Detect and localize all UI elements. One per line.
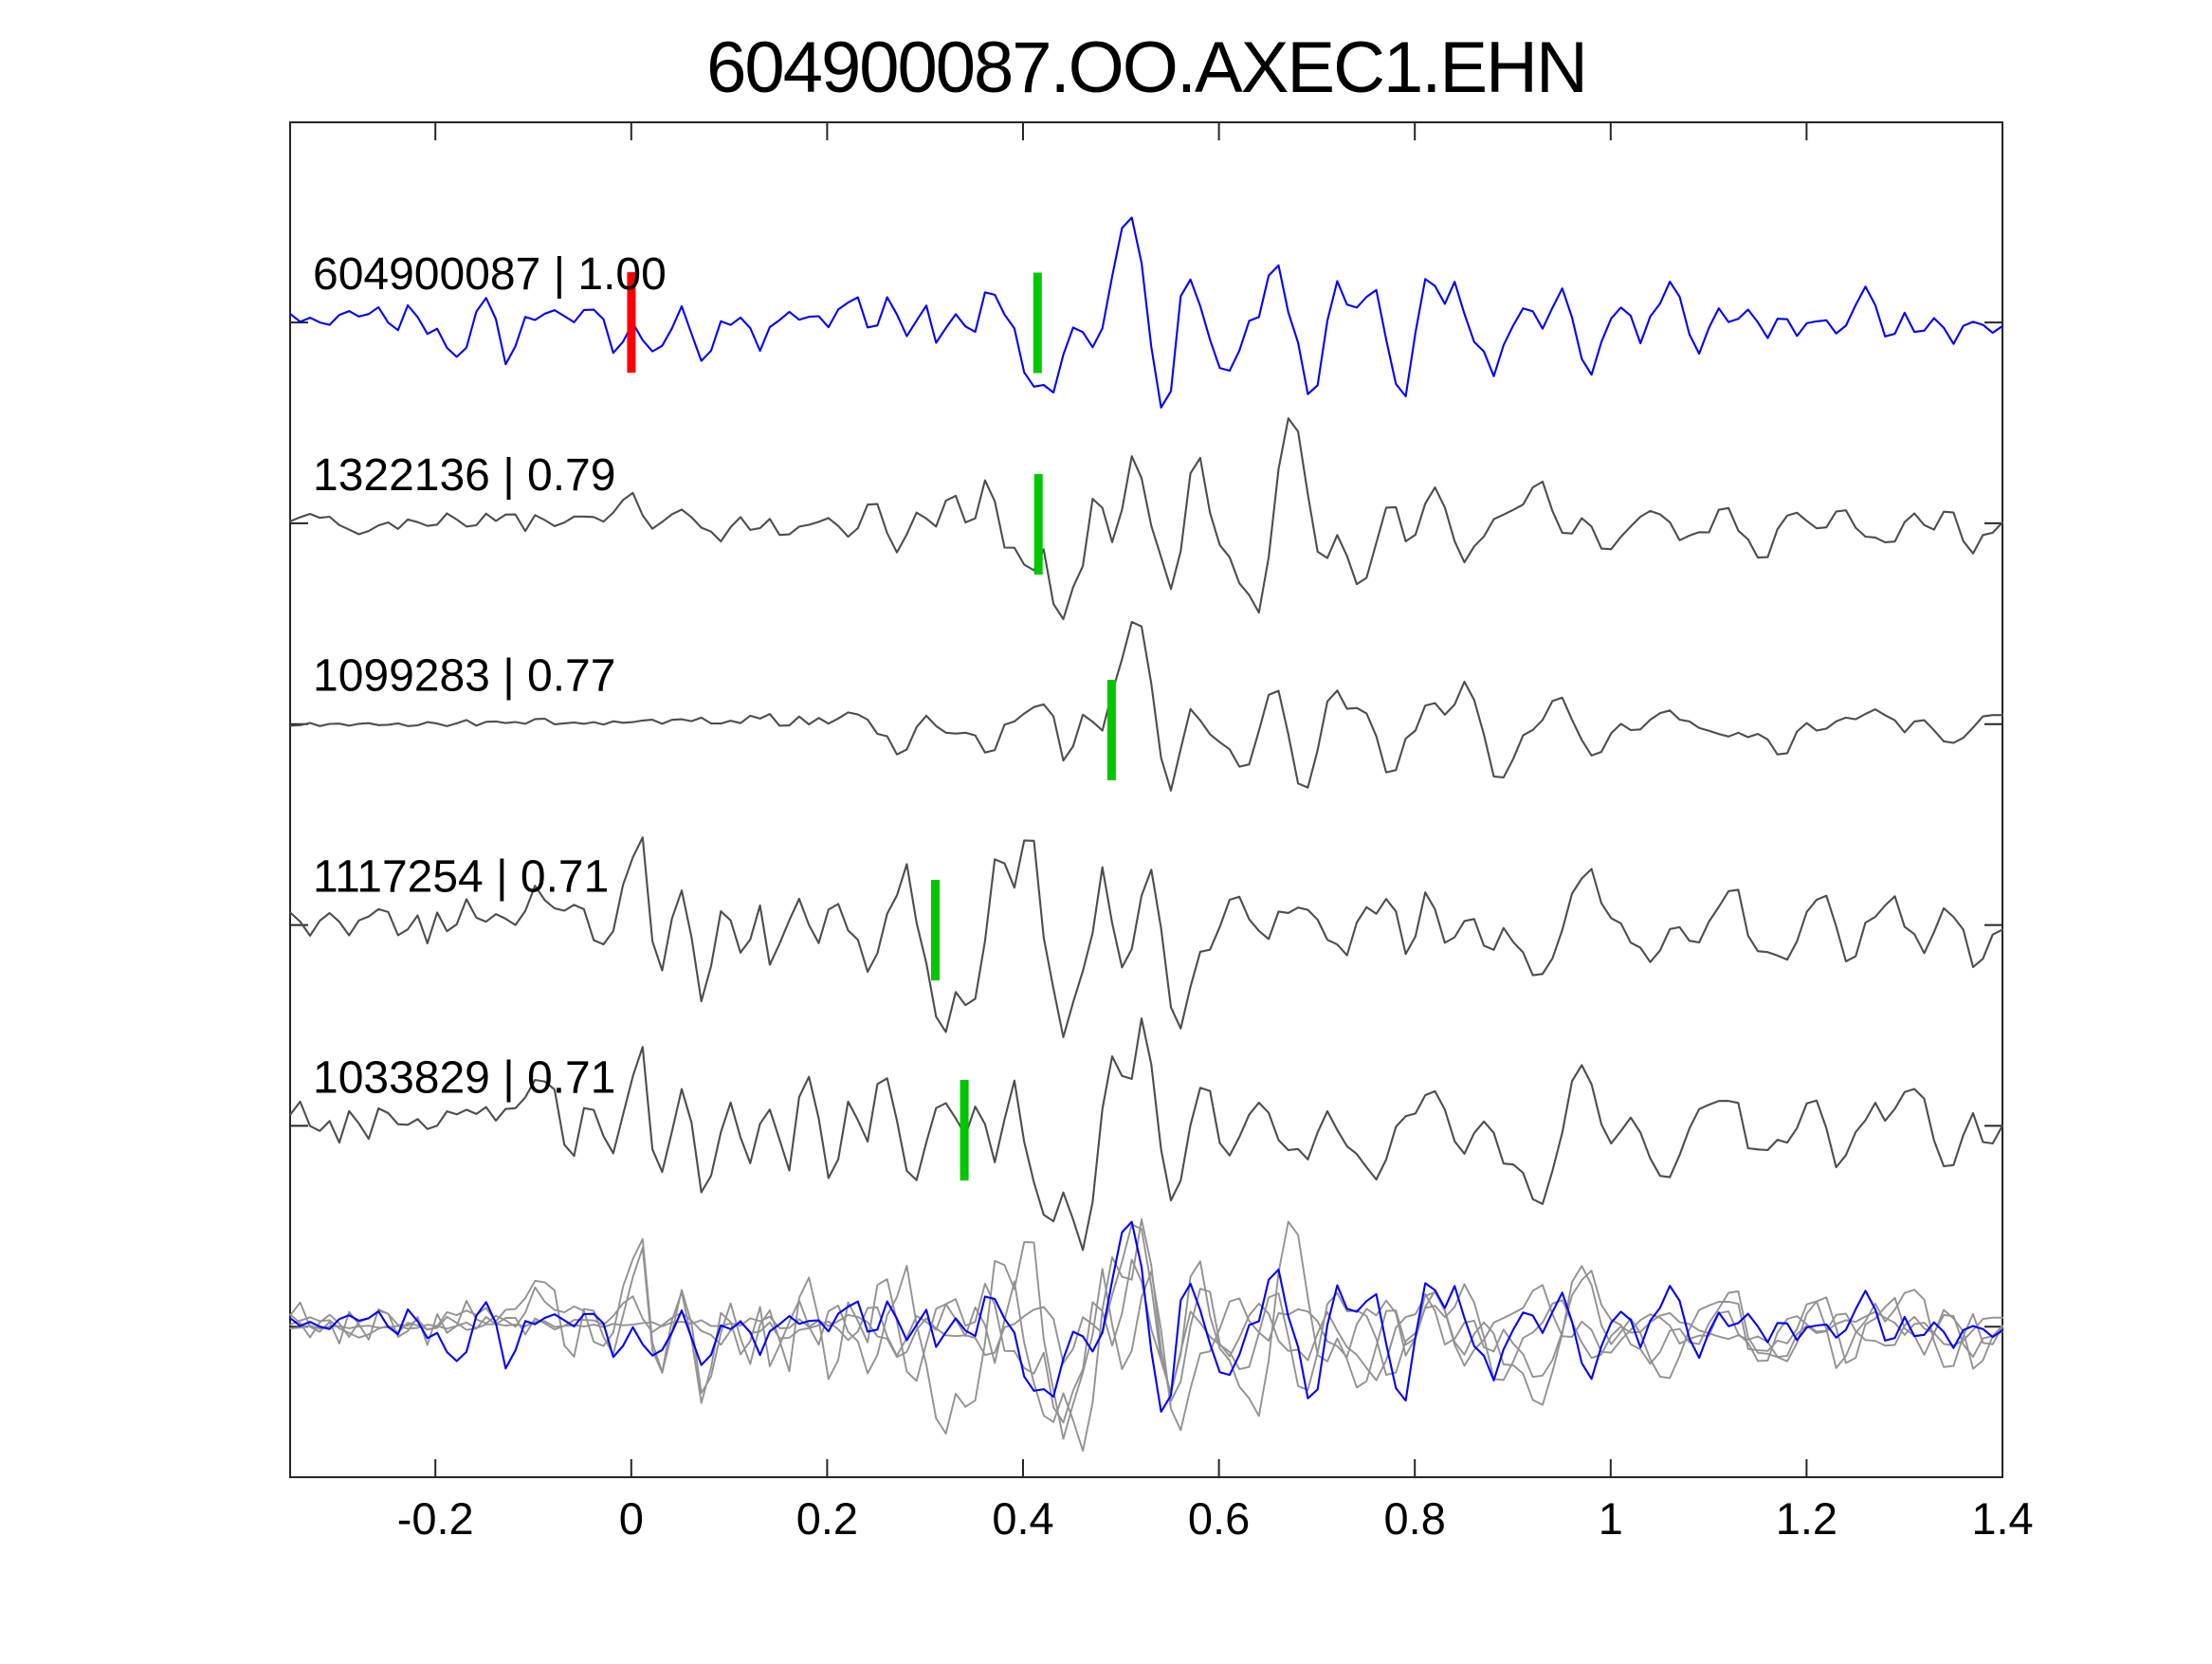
svg-text:604900087.OO.AXEC1.EHN: 604900087.OO.AXEC1.EHN xyxy=(706,27,1586,108)
svg-text:604900087 | 1.00: 604900087 | 1.00 xyxy=(313,249,667,300)
svg-text:0.6: 0.6 xyxy=(1188,1493,1250,1544)
svg-text:-0.2: -0.2 xyxy=(397,1493,474,1544)
svg-text:0.8: 0.8 xyxy=(1384,1493,1446,1544)
svg-text:1322136 | 0.79: 1322136 | 0.79 xyxy=(313,450,615,501)
svg-text:1033829 | 0.71: 1033829 | 0.71 xyxy=(313,1052,615,1103)
svg-text:1117254 | 0.71: 1117254 | 0.71 xyxy=(313,852,609,903)
svg-text:1.2: 1.2 xyxy=(1776,1493,1837,1544)
svg-text:0.4: 0.4 xyxy=(992,1493,1053,1544)
svg-text:1.4: 1.4 xyxy=(1971,1493,2033,1544)
svg-text:0.2: 0.2 xyxy=(796,1493,858,1544)
svg-text:0: 0 xyxy=(619,1493,644,1544)
svg-text:1: 1 xyxy=(1599,1493,1623,1544)
svg-text:1099283 | 0.77: 1099283 | 0.77 xyxy=(313,651,615,702)
